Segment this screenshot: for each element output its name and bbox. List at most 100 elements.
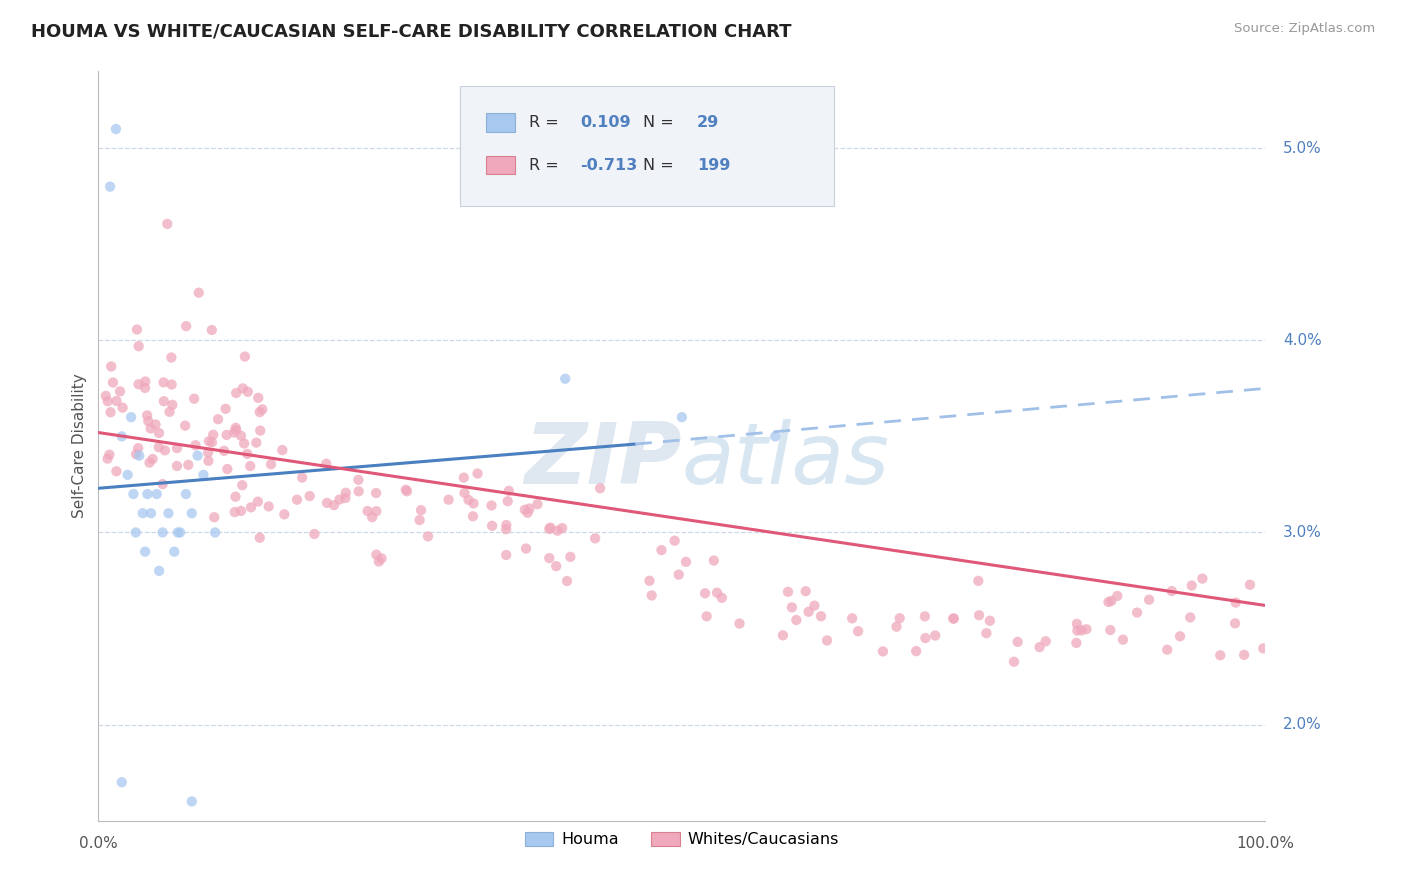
Point — [148, 440, 170, 454]
Point — [148, 425, 170, 440]
Point — [128, 449, 150, 463]
Point — [395, 483, 418, 497]
Point — [204, 525, 226, 540]
Text: 3.0%: 3.0% — [1282, 525, 1322, 540]
Point — [395, 484, 418, 499]
Point — [703, 553, 725, 567]
Point — [967, 608, 990, 623]
Point — [1002, 655, 1025, 669]
Point — [100, 405, 122, 419]
Point — [513, 502, 536, 516]
Point — [128, 377, 150, 392]
Point — [914, 631, 936, 645]
Point — [1126, 606, 1149, 620]
Point — [519, 501, 541, 516]
Point — [763, 429, 786, 443]
Point — [245, 435, 267, 450]
Point — [416, 529, 439, 543]
Point — [233, 436, 256, 450]
Point — [555, 574, 578, 588]
Point — [366, 504, 388, 518]
Point — [180, 794, 202, 808]
Point — [1156, 642, 1178, 657]
Point — [467, 467, 489, 481]
Point — [1233, 648, 1256, 662]
Point — [236, 447, 259, 461]
Point — [794, 584, 817, 599]
Point — [201, 323, 224, 337]
Point — [583, 532, 606, 546]
Point — [233, 350, 256, 364]
Point — [142, 452, 165, 467]
Point — [323, 498, 346, 512]
Point — [461, 509, 484, 524]
Point — [668, 567, 690, 582]
Point — [1225, 596, 1247, 610]
Point — [316, 496, 339, 510]
Point — [139, 421, 162, 435]
Point — [201, 435, 224, 450]
Point — [979, 614, 1001, 628]
Point — [111, 429, 134, 443]
Point — [538, 551, 561, 566]
Point — [538, 520, 561, 534]
Point — [1168, 629, 1191, 643]
Point — [315, 457, 337, 471]
Point — [516, 506, 538, 520]
Point — [105, 393, 128, 408]
Point — [108, 384, 131, 399]
Point — [304, 527, 326, 541]
Text: ZIP: ZIP — [524, 419, 682, 502]
Point — [183, 392, 205, 406]
Point — [914, 609, 936, 624]
Point — [249, 405, 271, 419]
Point — [1066, 624, 1088, 638]
Point — [157, 506, 180, 520]
Point — [152, 376, 174, 390]
Point — [1107, 589, 1129, 603]
Point — [797, 605, 820, 619]
Point — [772, 628, 794, 642]
Point — [132, 506, 155, 520]
Point — [366, 486, 388, 500]
Point — [105, 464, 128, 478]
Point — [146, 487, 169, 501]
Point — [457, 492, 479, 507]
Point — [136, 487, 159, 501]
Point — [252, 402, 274, 417]
Point — [163, 544, 186, 558]
Point — [231, 478, 253, 492]
Point — [638, 574, 661, 588]
Point — [111, 401, 134, 415]
Point — [257, 500, 280, 514]
Point — [815, 633, 838, 648]
Point — [225, 490, 247, 504]
Point — [152, 525, 174, 540]
Point — [1223, 616, 1246, 631]
Point — [886, 620, 908, 634]
Point — [291, 470, 314, 484]
FancyBboxPatch shape — [460, 87, 834, 206]
Text: 0.0%: 0.0% — [79, 836, 118, 851]
Point — [347, 473, 370, 487]
Point — [1070, 624, 1092, 638]
Point — [1066, 636, 1088, 650]
Point — [810, 609, 832, 624]
Point — [145, 417, 167, 432]
Point — [1028, 640, 1050, 654]
Point — [495, 518, 517, 533]
Text: 2.0%: 2.0% — [1282, 717, 1322, 732]
Point — [136, 414, 159, 428]
Text: HOUMA VS WHITE/CAUCASIAN SELF-CARE DISABILITY CORRELATION CHART: HOUMA VS WHITE/CAUCASIAN SELF-CARE DISAB… — [31, 22, 792, 40]
Point — [229, 429, 252, 443]
Point — [97, 394, 120, 409]
Point — [664, 533, 686, 548]
Point — [148, 564, 170, 578]
Point — [160, 351, 183, 365]
Point — [153, 443, 176, 458]
Point — [285, 492, 308, 507]
Point — [1035, 634, 1057, 648]
Point — [120, 410, 142, 425]
Point — [198, 434, 221, 449]
Point — [1007, 635, 1029, 649]
